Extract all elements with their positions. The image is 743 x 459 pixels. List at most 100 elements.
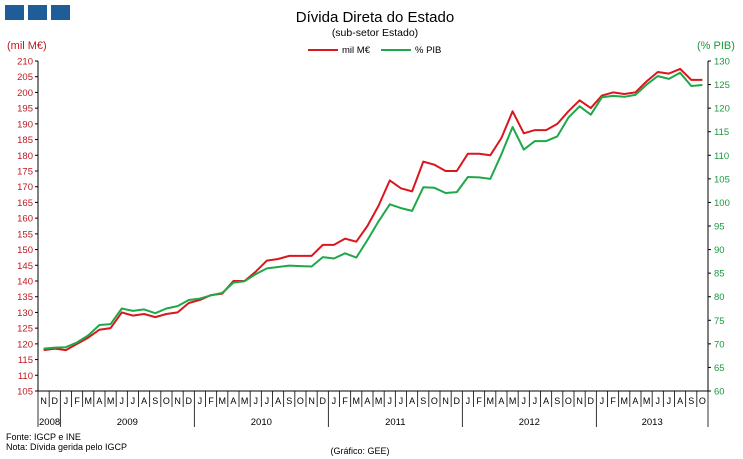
month-label: J — [466, 396, 471, 406]
chart-title: Dívida Direta do Estado — [296, 9, 454, 26]
year-label: 2011 — [385, 417, 405, 428]
left-tick-label: 110 — [18, 371, 33, 382]
month-label: J — [332, 396, 337, 406]
logo-square — [51, 5, 70, 20]
month-label: J — [600, 396, 605, 406]
month-label: O — [163, 396, 170, 406]
month-label: N — [576, 396, 583, 406]
logo-square — [5, 5, 24, 20]
month-label: O — [699, 396, 706, 406]
year-label: 2013 — [642, 417, 663, 428]
right-tick-label: 85 — [714, 269, 725, 280]
right-tick-label: 130 — [714, 57, 730, 68]
month-label: N — [442, 396, 449, 406]
left-tick-label: 200 — [17, 88, 33, 99]
source-note: Fonte: IGCP e INE — [6, 432, 81, 442]
legend: mil M€ % PIB — [308, 45, 441, 56]
left-tick-label: 155 — [17, 229, 33, 240]
month-label: M — [487, 396, 495, 406]
month-label: M — [509, 396, 517, 406]
left-tick-label: 165 — [17, 198, 33, 209]
legend-label-debt: mil M€ — [342, 45, 371, 56]
year-label: 2010 — [251, 417, 272, 428]
left-tick-label: 190 — [17, 119, 33, 130]
month-label: J — [265, 396, 270, 406]
month-label: A — [543, 396, 549, 406]
month-label: S — [420, 396, 426, 406]
right-tick-label: 60 — [714, 387, 725, 398]
month-label: A — [141, 396, 147, 406]
month-label: A — [677, 396, 683, 406]
right-tick-label: 125 — [714, 80, 730, 91]
left-tick-label: 120 — [17, 339, 33, 350]
month-label: M — [241, 396, 249, 406]
month-label: J — [120, 396, 125, 406]
series-line-gdp — [43, 71, 703, 350]
month-label: D — [454, 396, 461, 406]
month-label: J — [667, 396, 672, 406]
month-label: O — [297, 396, 304, 406]
month-label: A — [409, 396, 415, 406]
left-tick-label: 140 — [17, 277, 33, 288]
month-label: F — [208, 396, 214, 406]
legend-label-gdp: % PIB — [415, 45, 441, 56]
month-label: O — [565, 396, 572, 406]
logo-square — [28, 5, 47, 20]
footnote: Nota: Dívida gerida pelo IGCP — [6, 442, 127, 452]
month-label: S — [152, 396, 158, 406]
month-label: D — [320, 396, 327, 406]
right-tick-label: 75 — [714, 316, 725, 327]
left-tick-label: 135 — [17, 292, 33, 303]
left-tick-label: 210 — [17, 57, 33, 68]
left-tick-label: 150 — [17, 245, 33, 256]
right-tick-label: 80 — [714, 292, 725, 303]
month-label: D — [588, 396, 595, 406]
right-tick-label: 110 — [714, 151, 729, 162]
month-label: O — [431, 396, 438, 406]
month-label: F — [342, 396, 348, 406]
month-label: D — [186, 396, 193, 406]
month-label: M — [375, 396, 383, 406]
month-label: M — [219, 396, 227, 406]
left-tick-label: 160 — [17, 214, 33, 225]
month-label: M — [85, 396, 93, 406]
right-tick-label: 120 — [714, 104, 730, 115]
month-label: J — [131, 396, 136, 406]
month-label: D — [52, 396, 59, 406]
month-label: J — [64, 396, 69, 406]
right-tick-label: 100 — [714, 198, 730, 209]
month-label: J — [533, 396, 538, 406]
month-label: M — [643, 396, 651, 406]
month-label: J — [656, 396, 661, 406]
right-tick-label: 105 — [714, 174, 730, 185]
year-label: 2009 — [117, 417, 138, 428]
chart-credit: (Gráfico: GEE) — [330, 446, 389, 456]
month-label: A — [230, 396, 236, 406]
right-axis-unit: (% PIB) — [697, 40, 735, 52]
right-tick-label: 90 — [714, 245, 725, 256]
month-label: F — [74, 396, 80, 406]
month-label: F — [476, 396, 482, 406]
left-axis-unit: (mil M€) — [7, 40, 47, 52]
left-tick-label: 180 — [17, 151, 33, 162]
month-label: N — [40, 396, 47, 406]
month-label: J — [522, 396, 527, 406]
left-tick-label: 105 — [17, 387, 33, 398]
series-line-debt — [43, 67, 703, 352]
month-label: J — [399, 396, 404, 406]
right-tick-label: 65 — [714, 363, 725, 374]
left-tick-label: 195 — [17, 104, 33, 115]
right-tick-label: 115 — [714, 127, 729, 138]
month-label: M — [107, 396, 115, 406]
chart-subtitle: (sub-setor Estado) — [332, 27, 418, 39]
year-label: 2012 — [519, 417, 540, 428]
left-tick-label: 170 — [17, 182, 33, 193]
month-label: A — [275, 396, 281, 406]
left-tick-label: 175 — [17, 167, 33, 178]
left-tick-label: 125 — [17, 324, 33, 335]
year-label: 2008 — [39, 417, 60, 428]
month-label: A — [498, 396, 504, 406]
month-label: J — [198, 396, 203, 406]
month-label: N — [308, 396, 315, 406]
left-tick-label: 115 — [18, 355, 33, 366]
